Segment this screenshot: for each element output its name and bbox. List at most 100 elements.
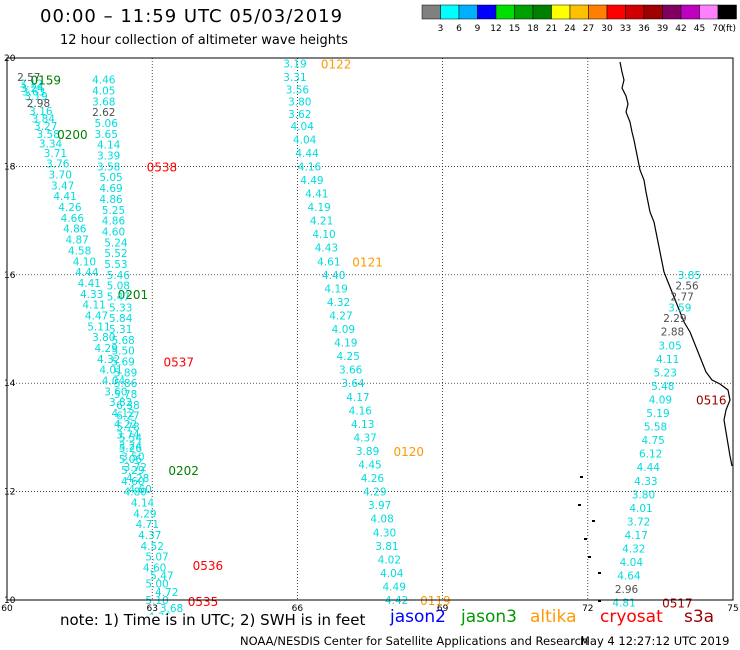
wave-height-value: 4.19: [324, 283, 347, 295]
wave-height-value: 4.87: [65, 235, 88, 247]
wave-height-value: 6.38: [116, 400, 139, 412]
wave-height-value: 4.04: [380, 568, 404, 580]
wave-height-value: 4.26: [361, 473, 385, 485]
colorbar-tick-label: 70: [712, 24, 724, 34]
lat-tick-label: 18: [4, 162, 16, 172]
wave-height-value: 4.41: [53, 191, 76, 203]
wave-height-value: 4.36: [148, 611, 172, 615]
wave-height-value: 3.80: [92, 332, 115, 344]
wave-height-value: 5.25: [102, 205, 125, 217]
island-marker: [598, 572, 601, 574]
wave-height-value: 3.50: [121, 451, 144, 463]
wave-height-value: 4.60: [128, 484, 151, 496]
pass-time-label: 0200: [57, 128, 88, 142]
wave-height-value: 3.05: [658, 340, 681, 352]
footer-timestamp: May 4 12:27:12 UTC 2019: [580, 634, 730, 648]
wave-height-value: 4.11: [656, 354, 679, 366]
wave-height-value: 4.04: [620, 557, 644, 569]
wave-height-value: 3.63: [22, 87, 45, 99]
pass-time-label: 0537: [164, 356, 195, 370]
wave-height-value: 3.81: [375, 541, 398, 553]
wave-height-value: 5.06: [95, 118, 119, 130]
wave-height-value: 3.74: [116, 430, 140, 442]
wave-height-value: 5.68: [111, 335, 134, 347]
colorbar-tick-label: 45: [694, 24, 705, 34]
wave-height-value: 5.46: [107, 270, 131, 282]
pass-time-label: 0535: [188, 595, 219, 609]
footer-credit: NOAA/NESDIS Center for Satellite Applica…: [240, 634, 589, 648]
colorbar-tick-label: 39: [657, 24, 669, 34]
wave-height-value: 3.56: [286, 84, 310, 96]
island-marker: [580, 476, 583, 478]
wave-height-value: 4.21: [310, 216, 333, 228]
wave-height-value: 4.49: [383, 581, 406, 593]
wave-height-value: 3.47: [51, 180, 74, 192]
colorbar-tick-label: 6: [456, 24, 462, 34]
pass-time-label: 0120: [393, 445, 424, 459]
map-frame: [6, 57, 734, 601]
wave-height-value: 4.66: [61, 213, 85, 225]
wave-height-value: 2.96: [615, 584, 639, 596]
wave-height-value: 3.24: [119, 441, 143, 453]
colorbar-tick-label: 18: [527, 24, 539, 34]
colorbar-tick-label: 3: [438, 24, 444, 34]
wave-height-value: 4.27: [329, 310, 352, 322]
lat-tick-label: 20: [4, 54, 16, 64]
wave-height-value: 4.28: [126, 473, 149, 485]
wave-height-value: 4.17: [625, 530, 648, 542]
wave-height-value: 4.71: [136, 519, 159, 531]
wave-height-value: 4.01: [99, 365, 122, 377]
wave-height-value: 4.37: [353, 432, 376, 444]
wave-height-value: 4.61: [317, 256, 340, 268]
colorbar-tick-label: 33: [620, 24, 631, 34]
wave-height-value: 4.25: [337, 351, 360, 363]
wave-height-value: 4.13: [351, 419, 374, 431]
pass-time-label: 0202: [168, 464, 199, 478]
lat-tick-label: 14: [4, 379, 16, 389]
wave-height-value: 4.33: [634, 476, 657, 488]
wave-height-value: 5.11: [87, 321, 110, 333]
wave-height-value: 5.89: [114, 367, 137, 379]
wave-height-value: 4.04: [293, 134, 317, 146]
wave-height-value: 4.26: [58, 202, 82, 214]
legend-cryosat: cryosat: [600, 607, 663, 627]
wave-height-value: 4.12: [111, 408, 134, 420]
wave-height-map: 60 63 66 69 72 752018161412102.573.123.243.63…: [1, 54, 738, 615]
wave-height-value: 3.16: [29, 106, 53, 118]
wave-height-value: 3.31: [283, 72, 306, 84]
wave-height-value: 5.86: [114, 378, 138, 390]
wave-height-value: 4.14: [97, 140, 121, 152]
wave-height-value: 4.86: [102, 216, 126, 228]
wave-height-value: 3.97: [368, 500, 391, 512]
wave-height-value: 5.24: [104, 237, 128, 249]
pass-time-label: 0201: [118, 288, 149, 302]
wave-height-value: 5.52: [104, 248, 127, 260]
pass-time-label: 0516: [696, 393, 727, 407]
pass-time-label: 0122: [321, 57, 352, 71]
wave-height-value: 4.04: [102, 375, 126, 387]
lat-tick-label: 12: [4, 488, 15, 498]
wave-height-value: 5.05: [99, 172, 122, 184]
wave-height-value: 4.10: [312, 229, 335, 241]
wave-height-value: 3.80: [288, 96, 311, 108]
colorbar-tick-label: 30: [601, 24, 613, 34]
wave-height-value: 2.88: [661, 327, 684, 339]
lon-tick-label: 75: [727, 604, 738, 614]
pass-time-label: 0119: [420, 594, 451, 608]
wave-height-value: 5.69: [111, 357, 134, 369]
map-subtitle: 12 hour collection of altimeter wave hei…: [60, 33, 348, 48]
wave-height-value: 4.40: [322, 270, 345, 282]
colorbar-tick-label: 12: [490, 24, 501, 34]
wave-height-value: 3.85: [678, 270, 701, 282]
wave-height-value: 4.11: [82, 300, 105, 312]
wave-height-value: 4.29: [95, 343, 118, 355]
wave-height-value: 2.77: [670, 291, 693, 303]
wave-height-value: 3.70: [49, 170, 72, 182]
wave-height-value: 4.14: [131, 497, 155, 509]
wave-height-value: 2.56: [675, 281, 699, 293]
wave-height-value: 4.37: [138, 530, 161, 542]
wave-height-value: 5.54: [119, 432, 143, 444]
wave-height-value: 5.48: [651, 381, 674, 393]
wave-height-value: 3.12: [20, 78, 43, 90]
wave-height-value: 4.60: [143, 562, 166, 574]
